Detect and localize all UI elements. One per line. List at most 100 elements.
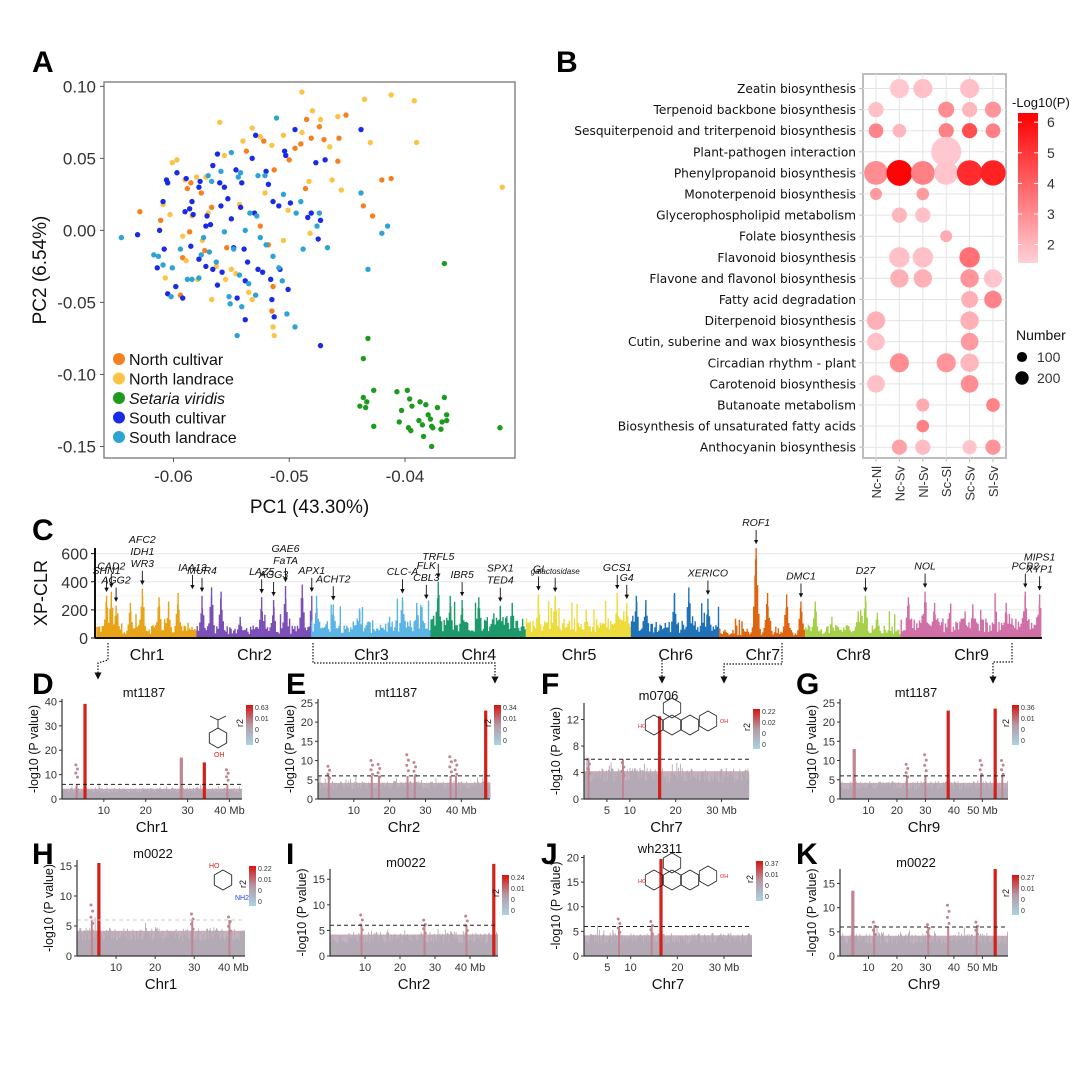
pathway-label: Folate biosynthesis xyxy=(739,230,856,244)
data-point xyxy=(263,168,269,175)
y-tick-label: 20 xyxy=(45,745,57,757)
data-point xyxy=(324,244,331,251)
data-point xyxy=(208,178,215,185)
data-point xyxy=(218,203,224,209)
snp-point xyxy=(947,922,951,926)
bubble xyxy=(985,439,1001,455)
data-point xyxy=(285,286,291,293)
y-tick-label: 30 xyxy=(45,721,57,733)
y-tick-label: 15 xyxy=(823,736,835,748)
r2-legend-title: r2 xyxy=(1001,719,1011,727)
data-point xyxy=(292,126,298,133)
metabolite-id: mt1187 xyxy=(895,685,937,700)
connector-chr1-to-d xyxy=(94,643,109,680)
data-point xyxy=(221,152,228,159)
r2-legend-title: r2 xyxy=(1001,889,1011,897)
color-bar-label: 6 xyxy=(1047,114,1055,130)
snp-point xyxy=(422,918,426,922)
pathway-label: Phenylpropanoid biosynthesis xyxy=(674,166,856,180)
metabolite-id: mt1187 xyxy=(375,685,417,700)
data-point xyxy=(228,149,235,156)
y-axis-title: PC2 (6.54%) xyxy=(30,216,51,325)
x-tick-label: 5 xyxy=(604,805,610,817)
data-point xyxy=(497,425,503,431)
bubble xyxy=(886,159,913,186)
snp-point xyxy=(945,903,949,907)
x-tick-label: 10 xyxy=(624,805,636,817)
x-tick-label: 40 xyxy=(948,962,960,974)
metabolite-id: m0022 xyxy=(386,855,426,870)
y-tick-label: 0.00 xyxy=(63,221,96,240)
y-tick-label: 10 xyxy=(313,900,325,912)
snp-point xyxy=(649,920,653,924)
snp-point xyxy=(405,753,409,757)
data-point xyxy=(184,276,191,283)
data-point xyxy=(384,223,391,229)
snp-point xyxy=(74,763,78,767)
chromosome-label: Chr4 xyxy=(461,647,496,664)
x-tick-label: 30 xyxy=(919,805,931,817)
bubble xyxy=(984,290,1002,309)
gene-label: AFC2 xyxy=(128,534,156,546)
snp-point xyxy=(225,768,229,772)
pathway-label: Butanoate metabolism xyxy=(717,399,856,413)
y-tick-label: 0 xyxy=(829,794,835,806)
chemical-structure-ring xyxy=(698,710,718,732)
peak-column xyxy=(492,863,496,956)
chromosome-label: Chr5 xyxy=(562,647,597,664)
peak-column xyxy=(659,858,663,956)
bubble xyxy=(980,160,1006,186)
snp-point xyxy=(89,915,93,919)
connector-chr9-to-g xyxy=(989,643,1013,684)
data-point xyxy=(249,125,255,131)
snp-point xyxy=(1001,763,1005,767)
x-axis-title: Chr1 xyxy=(145,976,178,993)
snp-point xyxy=(378,767,382,771)
bubble xyxy=(891,439,907,455)
color-bar-label: 2 xyxy=(1047,237,1055,253)
snp-point xyxy=(226,778,230,782)
data-point xyxy=(285,207,291,213)
y-tick-label: 0 xyxy=(829,951,835,963)
x-tick-label: 30 xyxy=(188,962,200,974)
y-tick-label: 0 xyxy=(573,951,579,963)
data-point xyxy=(298,141,304,147)
bubble xyxy=(936,353,956,373)
x-tick-label: 50 Mb xyxy=(967,962,998,974)
y-tick-label: 400 xyxy=(61,575,88,592)
comparison-label: Nc-Sv xyxy=(892,466,907,502)
data-point xyxy=(241,246,247,252)
data-point xyxy=(182,208,188,215)
data-point xyxy=(214,151,221,157)
legend-label: North landrace xyxy=(129,372,234,389)
data-point xyxy=(257,223,263,229)
data-point xyxy=(259,269,266,275)
data-point xyxy=(218,168,224,175)
data-point xyxy=(335,113,341,120)
chemical-structure-ring xyxy=(662,697,682,719)
bubble xyxy=(962,440,977,455)
r2-legend-label: 0 xyxy=(503,727,507,734)
data-point xyxy=(204,213,210,219)
y-tick-label: -0.05 xyxy=(57,293,96,312)
snp-point xyxy=(1000,768,1004,772)
x-tick-label: 30 Mb xyxy=(709,962,740,974)
r2-color-bar xyxy=(1012,705,1019,745)
background-signal xyxy=(62,784,242,799)
y-axis-title: -log10 (P value) xyxy=(805,705,819,793)
pathway-label: Sesquiterpenoid and triterpenoid biosynt… xyxy=(574,124,856,138)
panel-letter-c: C xyxy=(32,514,54,547)
data-point xyxy=(234,332,240,339)
x-axis-title: Chr9 xyxy=(908,976,941,993)
bubble xyxy=(890,269,909,288)
gene-label: NOL xyxy=(914,561,936,573)
data-point xyxy=(255,266,261,272)
y-tick-label: 5 xyxy=(307,775,313,787)
chromosome-label: Chr8 xyxy=(836,647,871,664)
y-tick-label: 15 xyxy=(301,736,313,748)
data-point xyxy=(270,253,276,260)
bubble xyxy=(913,78,933,99)
r2-legend-label: 0.01 xyxy=(1021,886,1035,893)
snp-point xyxy=(91,909,95,913)
x-tick-label: 40 xyxy=(948,805,960,817)
